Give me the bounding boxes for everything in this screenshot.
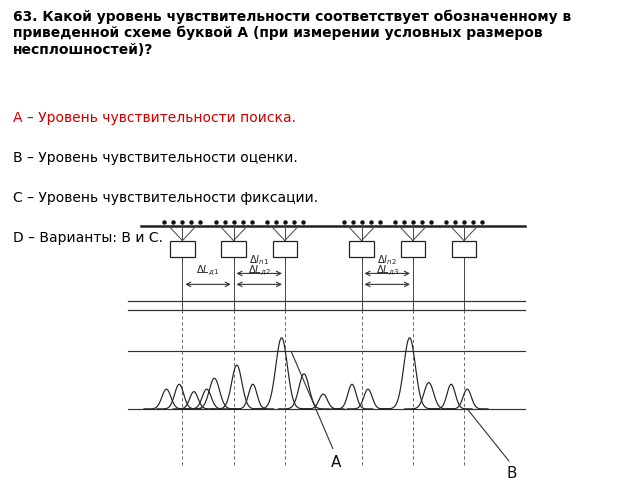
- Text: $\Delta L_{д2}$: $\Delta L_{д2}$: [248, 264, 271, 278]
- FancyBboxPatch shape: [221, 240, 246, 257]
- Text: $\Delta l_{n1}$: $\Delta l_{n1}$: [249, 253, 269, 267]
- Text: А – Уровень чувствительности поиска.: А – Уровень чувствительности поиска.: [13, 111, 296, 125]
- Text: B – Уровень чувствительности оценки.: B – Уровень чувствительности оценки.: [13, 151, 298, 165]
- FancyBboxPatch shape: [401, 240, 425, 257]
- Text: $\Delta l_{n2}$: $\Delta l_{n2}$: [378, 253, 397, 267]
- Text: 63. Какой уровень чувствительности соответствует обозначенному в
приведенной схе: 63. Какой уровень чувствительности соотв…: [13, 10, 571, 57]
- Text: $\Delta L_{д3}$: $\Delta L_{д3}$: [376, 264, 399, 278]
- Text: $\Delta L_{д1}$: $\Delta L_{д1}$: [196, 264, 220, 278]
- Text: B: B: [507, 467, 517, 480]
- FancyBboxPatch shape: [452, 240, 476, 257]
- FancyBboxPatch shape: [170, 240, 195, 257]
- Text: D – Варианты: В и С.: D – Варианты: В и С.: [13, 231, 163, 245]
- Text: A: A: [331, 456, 341, 470]
- FancyBboxPatch shape: [349, 240, 374, 257]
- FancyBboxPatch shape: [273, 240, 297, 257]
- Text: С – Уровень чувствительности фиксации.: С – Уровень чувствительности фиксации.: [13, 191, 318, 205]
